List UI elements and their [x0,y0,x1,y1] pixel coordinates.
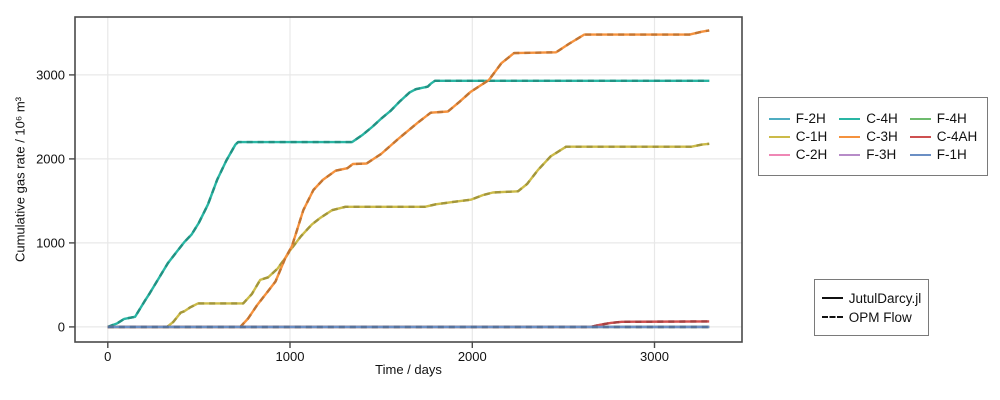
legend-item-OPM-Flow: OPM Flow [821,309,922,325]
legend-swatch-C-4H [839,117,861,120]
legend-label: C-4H [866,111,898,126]
legend-swatch-F-4H [909,117,931,120]
legend-item-C-3H: C-3H [839,129,898,144]
legend-label: F-1H [936,147,967,162]
legend-swatch-C-4AH [909,135,931,138]
solid-line-swatch [821,297,843,299]
simulator-legend-items: JutulDarcy.jl OPM Flow [816,289,928,327]
x-tick-label: 0 [104,349,111,364]
legend-swatch-F-1H [909,153,931,156]
legend-label: JutulDarcy.jl [848,290,922,306]
legend-swatch-F-2H [768,117,790,120]
dashed-line-swatch [821,316,843,318]
legend-item-C-4H: C-4H [839,111,898,126]
y-tick-label: 0 [58,319,65,334]
series-line-C-4AH-opmflow [107,320,710,329]
y-tick-label: 3000 [36,67,65,82]
legend-item-F-2H: F-2H [768,111,828,126]
legend-item-F-1H: F-1H [909,147,978,162]
legend-item-JutulDarcy.jl: JutulDarcy.jl [821,290,922,306]
series-line-C-4H-jutuldarcy [107,79,710,329]
legend-item-C-4AH: C-4AH [909,129,978,144]
wells-legend-grid: F-2H C-4H F-4H C-1H C-3H C-4AH C-2H F-3H F-1H [763,109,984,164]
legend-item-C-2H: C-2H [768,147,828,162]
series-line-C-4H-opmflow [107,79,710,329]
plot-spine-box [74,16,743,343]
legend-label: C-3H [866,129,898,144]
x-tick-label: 2000 [458,349,487,364]
x-axis-label: Time / days [375,362,442,377]
legend-item-F-3H: F-3H [839,147,898,162]
simulator-legend: JutulDarcy.jl OPM Flow [814,279,929,336]
legend-item-C-1H: C-1H [768,129,828,144]
legend-swatch-C-3H [839,135,861,138]
legend-swatch-F-3H [839,153,861,156]
legend-item-F-4H: F-4H [909,111,978,126]
x-tick-label: 1000 [276,349,305,364]
legend-label: OPM Flow [848,309,912,325]
legend-label: F-2H [795,111,826,126]
y-tick-label: 2000 [36,151,65,166]
y-tick-label: 1000 [36,235,65,250]
legend-swatch-C-1H [768,135,790,138]
series-line-C-3H-opmflow [107,29,710,329]
wells-legend: F-2H C-4H F-4H C-1H C-3H C-4AH C-2H F-3H F-1H [758,97,988,176]
legend-label: F-4H [936,111,967,126]
legend-label: C-1H [795,129,828,144]
legend-label: C-4AH [936,129,978,144]
series-line-C-1H-jutuldarcy [107,142,710,329]
legend-label: C-2H [795,147,828,162]
legend-swatch-C-2H [768,153,790,156]
legend-label: F-3H [866,147,897,162]
x-tick-label: 3000 [640,349,669,364]
series-line-C-1H-opmflow [107,142,710,329]
y-axis-label: Cumulative gas rate / 10⁶ m³ [12,96,28,263]
